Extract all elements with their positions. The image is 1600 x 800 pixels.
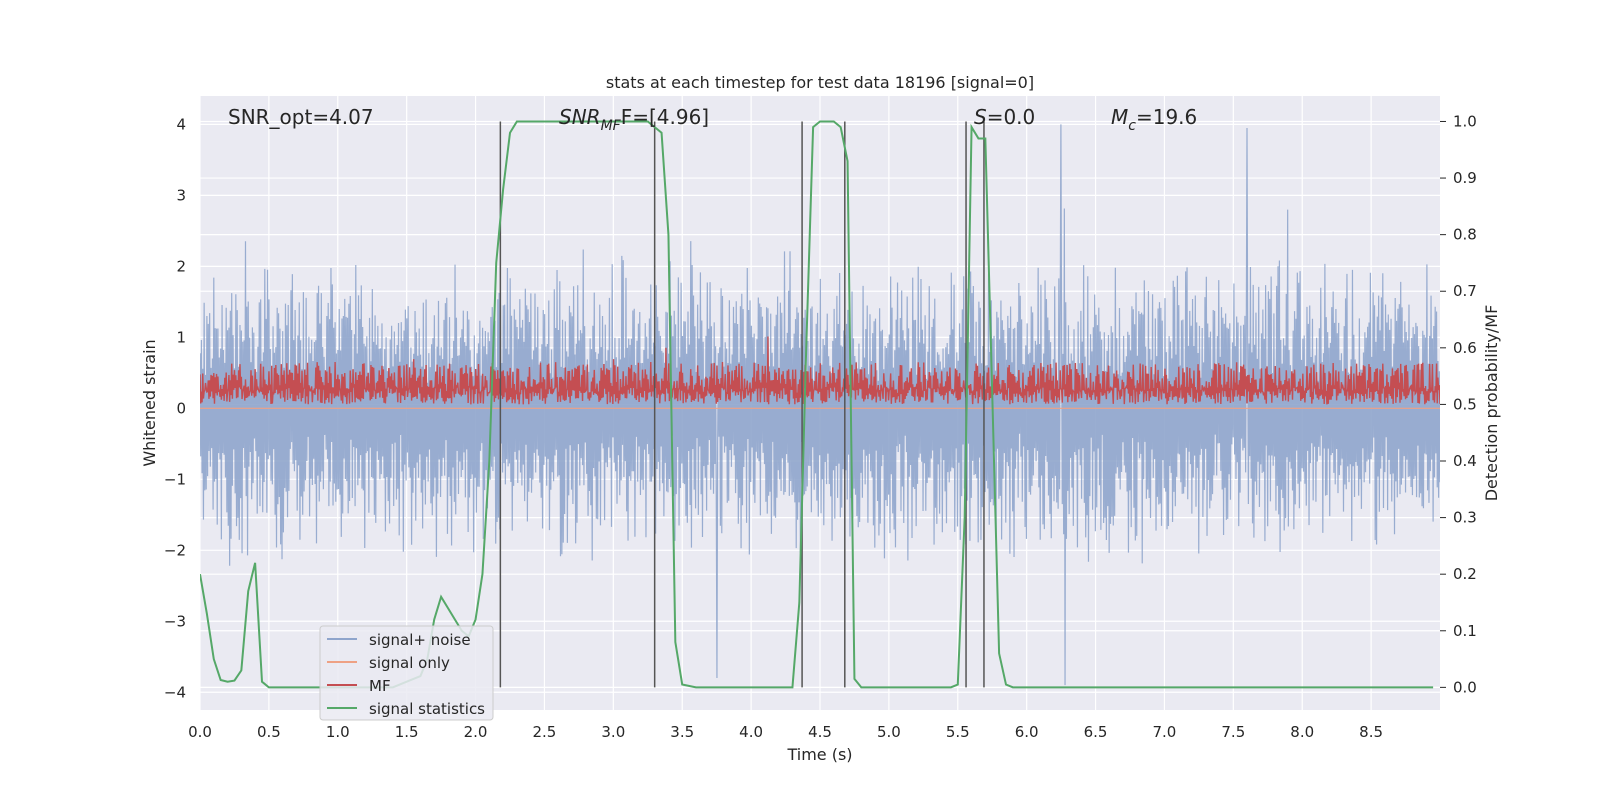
x-tick-label: 2.0 — [464, 723, 488, 741]
y-tick-label-left: 0 — [176, 399, 186, 417]
x-tick-label: 1.5 — [395, 723, 419, 741]
annotation-s: S=0.0 — [974, 105, 1035, 129]
annotation-mc: Mc=19.6 — [1111, 105, 1197, 134]
legend-label-signal-statistics: signal statistics — [369, 700, 485, 718]
x-tick-label: 4.5 — [808, 723, 832, 741]
legend-box — [319, 625, 494, 721]
y-tick-label-left: 2 — [176, 257, 186, 275]
x-tick-label: 7.5 — [1221, 723, 1245, 741]
x-tick-label: 1.0 — [326, 723, 350, 741]
y-axis-left-ticks: 4 3 2 1 0 −1 −2 −3 −4 — [164, 115, 186, 701]
annotation-mc-value: =19.6 — [1136, 105, 1197, 129]
y-tick-label-right: 0.3 — [1453, 509, 1477, 527]
line-mf — [200, 336, 1440, 405]
x-tick-label: 7.0 — [1153, 723, 1177, 741]
x-tick-label: 3.5 — [670, 723, 694, 741]
annotation-mc-sub: c — [1128, 118, 1136, 134]
x-tick-label: 0.0 — [188, 723, 212, 741]
y-axis-right-ticks: 1.0 0.9 0.8 0.7 0.6 0.5 0.4 0.3 0.2 0.1 0.0 — [1440, 112, 1477, 696]
x-tick-label: 6.0 — [1015, 723, 1039, 741]
y-tick-label-left: 1 — [176, 328, 186, 346]
y-tick-label-right: 0.2 — [1453, 565, 1477, 583]
annotation-snr-mf: SNRMFF=[4.96] — [559, 105, 709, 134]
legend-label-signal-noise: signal+ noise — [369, 631, 471, 649]
x-tick-label: 3.0 — [601, 723, 625, 741]
series-mf — [200, 336, 1440, 405]
y-tick-label-right: 0.6 — [1453, 339, 1477, 357]
x-axis-ticks: 0.0 0.5 1.0 1.5 2.0 2.5 3.0 3.5 4.0 4.5 5.0 5.5 6.0 6… — [188, 723, 1383, 741]
legend-label-mf: MF — [369, 677, 391, 695]
x-tick-label: 0.5 — [257, 723, 281, 741]
x-tick-label: 4.0 — [739, 723, 763, 741]
x-tick-label: 8.0 — [1290, 723, 1314, 741]
annotation-snr-mf-base: SNR — [559, 105, 601, 129]
y-tick-label-right: 1.0 — [1453, 112, 1477, 130]
y-tick-label-left: 4 — [176, 115, 186, 133]
x-tick-label: 5.0 — [877, 723, 901, 741]
y-tick-label-right: 0.0 — [1453, 678, 1477, 696]
y-tick-label-right: 0.9 — [1453, 169, 1477, 187]
x-tick-label: 8.5 — [1359, 723, 1383, 741]
chart-title: stats at each timestep for test data 181… — [606, 73, 1034, 92]
x-tick-label: 5.5 — [946, 723, 970, 741]
y-tick-label-right: 0.8 — [1453, 226, 1477, 244]
y-tick-label-left: −1 — [164, 470, 186, 488]
y-tick-label-right: 0.4 — [1453, 452, 1477, 470]
y-tick-label-right: 0.5 — [1453, 395, 1477, 413]
y-tick-label-left: 3 — [176, 186, 186, 204]
y-axis-label-left: Whitened strain — [140, 339, 159, 466]
annotation-snr-mf-value: F=[4.96] — [621, 105, 709, 129]
annotation-s-var: S — [974, 105, 987, 129]
y-tick-label-left: −2 — [164, 541, 186, 559]
legend: signal+ noise signal only MF signal stat… — [319, 625, 494, 721]
x-tick-label: 6.5 — [1084, 723, 1108, 741]
y-tick-label-left: −3 — [164, 612, 186, 630]
y-axis-label-right: Detection probability/MF — [1482, 305, 1501, 502]
series-signal-statistics — [200, 120, 1434, 689]
annotation-snr-opt: SNR_opt=4.07 — [228, 105, 374, 129]
annotation-s-value: =0.0 — [987, 105, 1036, 129]
y-tick-label-left: −4 — [164, 683, 186, 701]
legend-label-signal-only: signal only — [369, 654, 450, 672]
annotation-mc-var: M — [1111, 105, 1128, 129]
y-tick-label-right: 0.7 — [1453, 282, 1477, 300]
y-tick-label-right: 0.1 — [1453, 622, 1477, 640]
annotation-snr-mf-sub: MF — [601, 118, 622, 134]
vertical-markers — [499, 121, 985, 688]
line-signal-statistics — [200, 120, 1434, 689]
x-tick-label: 2.5 — [533, 723, 557, 741]
x-axis-label: Time (s) — [786, 745, 852, 764]
